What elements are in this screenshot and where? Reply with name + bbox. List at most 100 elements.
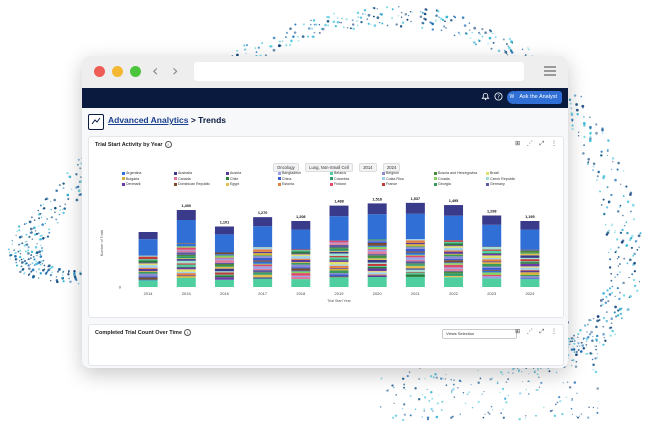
bar-stack[interactable] (253, 217, 273, 287)
legend-swatch (434, 177, 437, 181)
more-options-icon[interactable]: ⋮ (551, 329, 557, 335)
legend-item[interactable]: Croatia (434, 177, 450, 181)
share-icon[interactable]: ⋰ (526, 329, 533, 335)
bar-segment (138, 259, 158, 261)
table-view-icon[interactable]: ⊞ (515, 141, 521, 147)
legend-item[interactable]: Denmark (122, 182, 141, 186)
bar-total-label: 1,270 (258, 211, 268, 215)
bar-stack[interactable] (444, 205, 464, 287)
bell-icon[interactable] (480, 92, 490, 102)
legend-item[interactable]: Georgia (434, 182, 451, 186)
help-icon[interactable]: ? (493, 92, 503, 102)
table-view-icon[interactable]: ⊞ (515, 329, 521, 335)
bar-segment (329, 267, 349, 269)
legend-item[interactable]: Bosnia and Herzegovina (434, 171, 477, 175)
filter-chip[interactable]: Oncology (273, 163, 299, 172)
legend-item[interactable]: Germany (486, 182, 505, 186)
legend-item[interactable]: Chile (226, 177, 238, 181)
info-icon[interactable]: i (164, 141, 172, 148)
legend-label: Germany (490, 182, 505, 186)
legend-item[interactable]: Dominican Republic (174, 182, 210, 186)
legend-swatch (174, 171, 177, 175)
close-window-button[interactable] (94, 66, 105, 77)
menu-icon[interactable] (544, 66, 556, 78)
bar-segment (482, 275, 502, 277)
breadcrumb: Advanced Analytics > Trends (108, 115, 226, 125)
bar-total-label: 1,537 (411, 197, 421, 201)
legend-item[interactable]: Czech Republic (486, 177, 515, 181)
share-icon[interactable]: ⋰ (526, 141, 533, 147)
forward-arrow-icon[interactable]: › (172, 61, 179, 80)
legend-item[interactable]: Canada (174, 177, 191, 181)
legend-item[interactable]: Brazil (486, 171, 499, 175)
bar-segment (482, 272, 502, 276)
address-bar[interactable] (194, 62, 524, 81)
bar-stack[interactable] (329, 205, 349, 287)
bar-stack[interactable] (138, 232, 158, 287)
more-options-icon[interactable]: ⋮ (551, 141, 557, 147)
bar-segment (482, 269, 502, 271)
views-selection-dropdown[interactable]: Views Selection (442, 329, 517, 339)
bar-segment (367, 239, 387, 241)
bar-segment (520, 279, 540, 287)
bar-segment (329, 270, 349, 274)
expand-icon[interactable]: ⤢ (539, 329, 545, 335)
bar-segment (367, 271, 387, 273)
bar-segment (405, 264, 425, 266)
bar-stack[interactable] (405, 202, 425, 287)
bar-segment (329, 243, 349, 245)
bar-stack[interactable] (367, 203, 387, 287)
info-icon[interactable]: i (184, 329, 191, 336)
expand-icon[interactable]: ⤢ (539, 141, 545, 147)
bar-segment (520, 257, 540, 260)
bar-stack[interactable] (291, 221, 311, 287)
back-arrow-icon[interactable]: ‹ (152, 61, 159, 80)
bar-segment (176, 220, 196, 244)
bar-segment (176, 243, 196, 244)
legend-item[interactable]: Finland (330, 182, 346, 186)
bar-segment (444, 275, 464, 278)
legend-item[interactable]: Argentina (122, 171, 141, 175)
legend-item[interactable]: Belgium (382, 171, 399, 175)
ask-the-analyst-button[interactable]: Ask the Analyst (514, 91, 562, 104)
bar-segment (520, 276, 540, 279)
legend-item[interactable]: Costa Rica (382, 177, 404, 181)
legend-swatch (174, 182, 177, 186)
legend-item[interactable]: Bulgaria (122, 177, 139, 181)
legend-item[interactable]: Estonia (278, 182, 294, 186)
legend-item[interactable]: China (278, 177, 291, 181)
legend-swatch (434, 171, 437, 175)
bar-segment (444, 240, 464, 242)
bar-stack[interactable] (214, 226, 234, 288)
bar-segment (367, 246, 387, 249)
bar-segment (291, 271, 311, 274)
legend-item[interactable]: Austria (226, 171, 241, 175)
bar-segment (482, 276, 502, 279)
legend-item[interactable]: Colombia (330, 177, 349, 181)
maximize-window-button[interactable] (130, 66, 141, 77)
legend-item[interactable]: Belarus (330, 171, 346, 175)
legend-label: Australia (178, 171, 192, 175)
minimize-window-button[interactable] (112, 66, 123, 77)
bar-stack[interactable] (176, 210, 196, 287)
filter-chip[interactable]: Lung, Non-Small Cell (305, 163, 353, 172)
legend-label: Chile (230, 176, 239, 181)
legend-swatch (486, 182, 489, 186)
bar-segment (444, 271, 464, 274)
filter-chip[interactable]: 2024 (382, 163, 401, 172)
legend-label: Argentina (126, 171, 142, 175)
breadcrumb-link-advanced-analytics[interactable]: Advanced Analytics (108, 115, 189, 125)
filter-chip[interactable]: 2014 (359, 163, 377, 172)
bar-segment (176, 277, 196, 287)
bar-stack[interactable] (482, 215, 502, 288)
legend-item[interactable]: Australia (174, 171, 192, 175)
bar-segment (176, 210, 196, 221)
bar-segment (444, 250, 464, 252)
legend-item[interactable]: France (382, 182, 397, 186)
legend-item[interactable]: Bangladesh (278, 171, 301, 175)
legend-label: Georgia (438, 182, 451, 186)
legend-item[interactable]: Egypt (226, 182, 239, 186)
bar-segment (291, 273, 311, 276)
bar-segment (253, 247, 273, 250)
bar-stack[interactable] (520, 221, 540, 287)
